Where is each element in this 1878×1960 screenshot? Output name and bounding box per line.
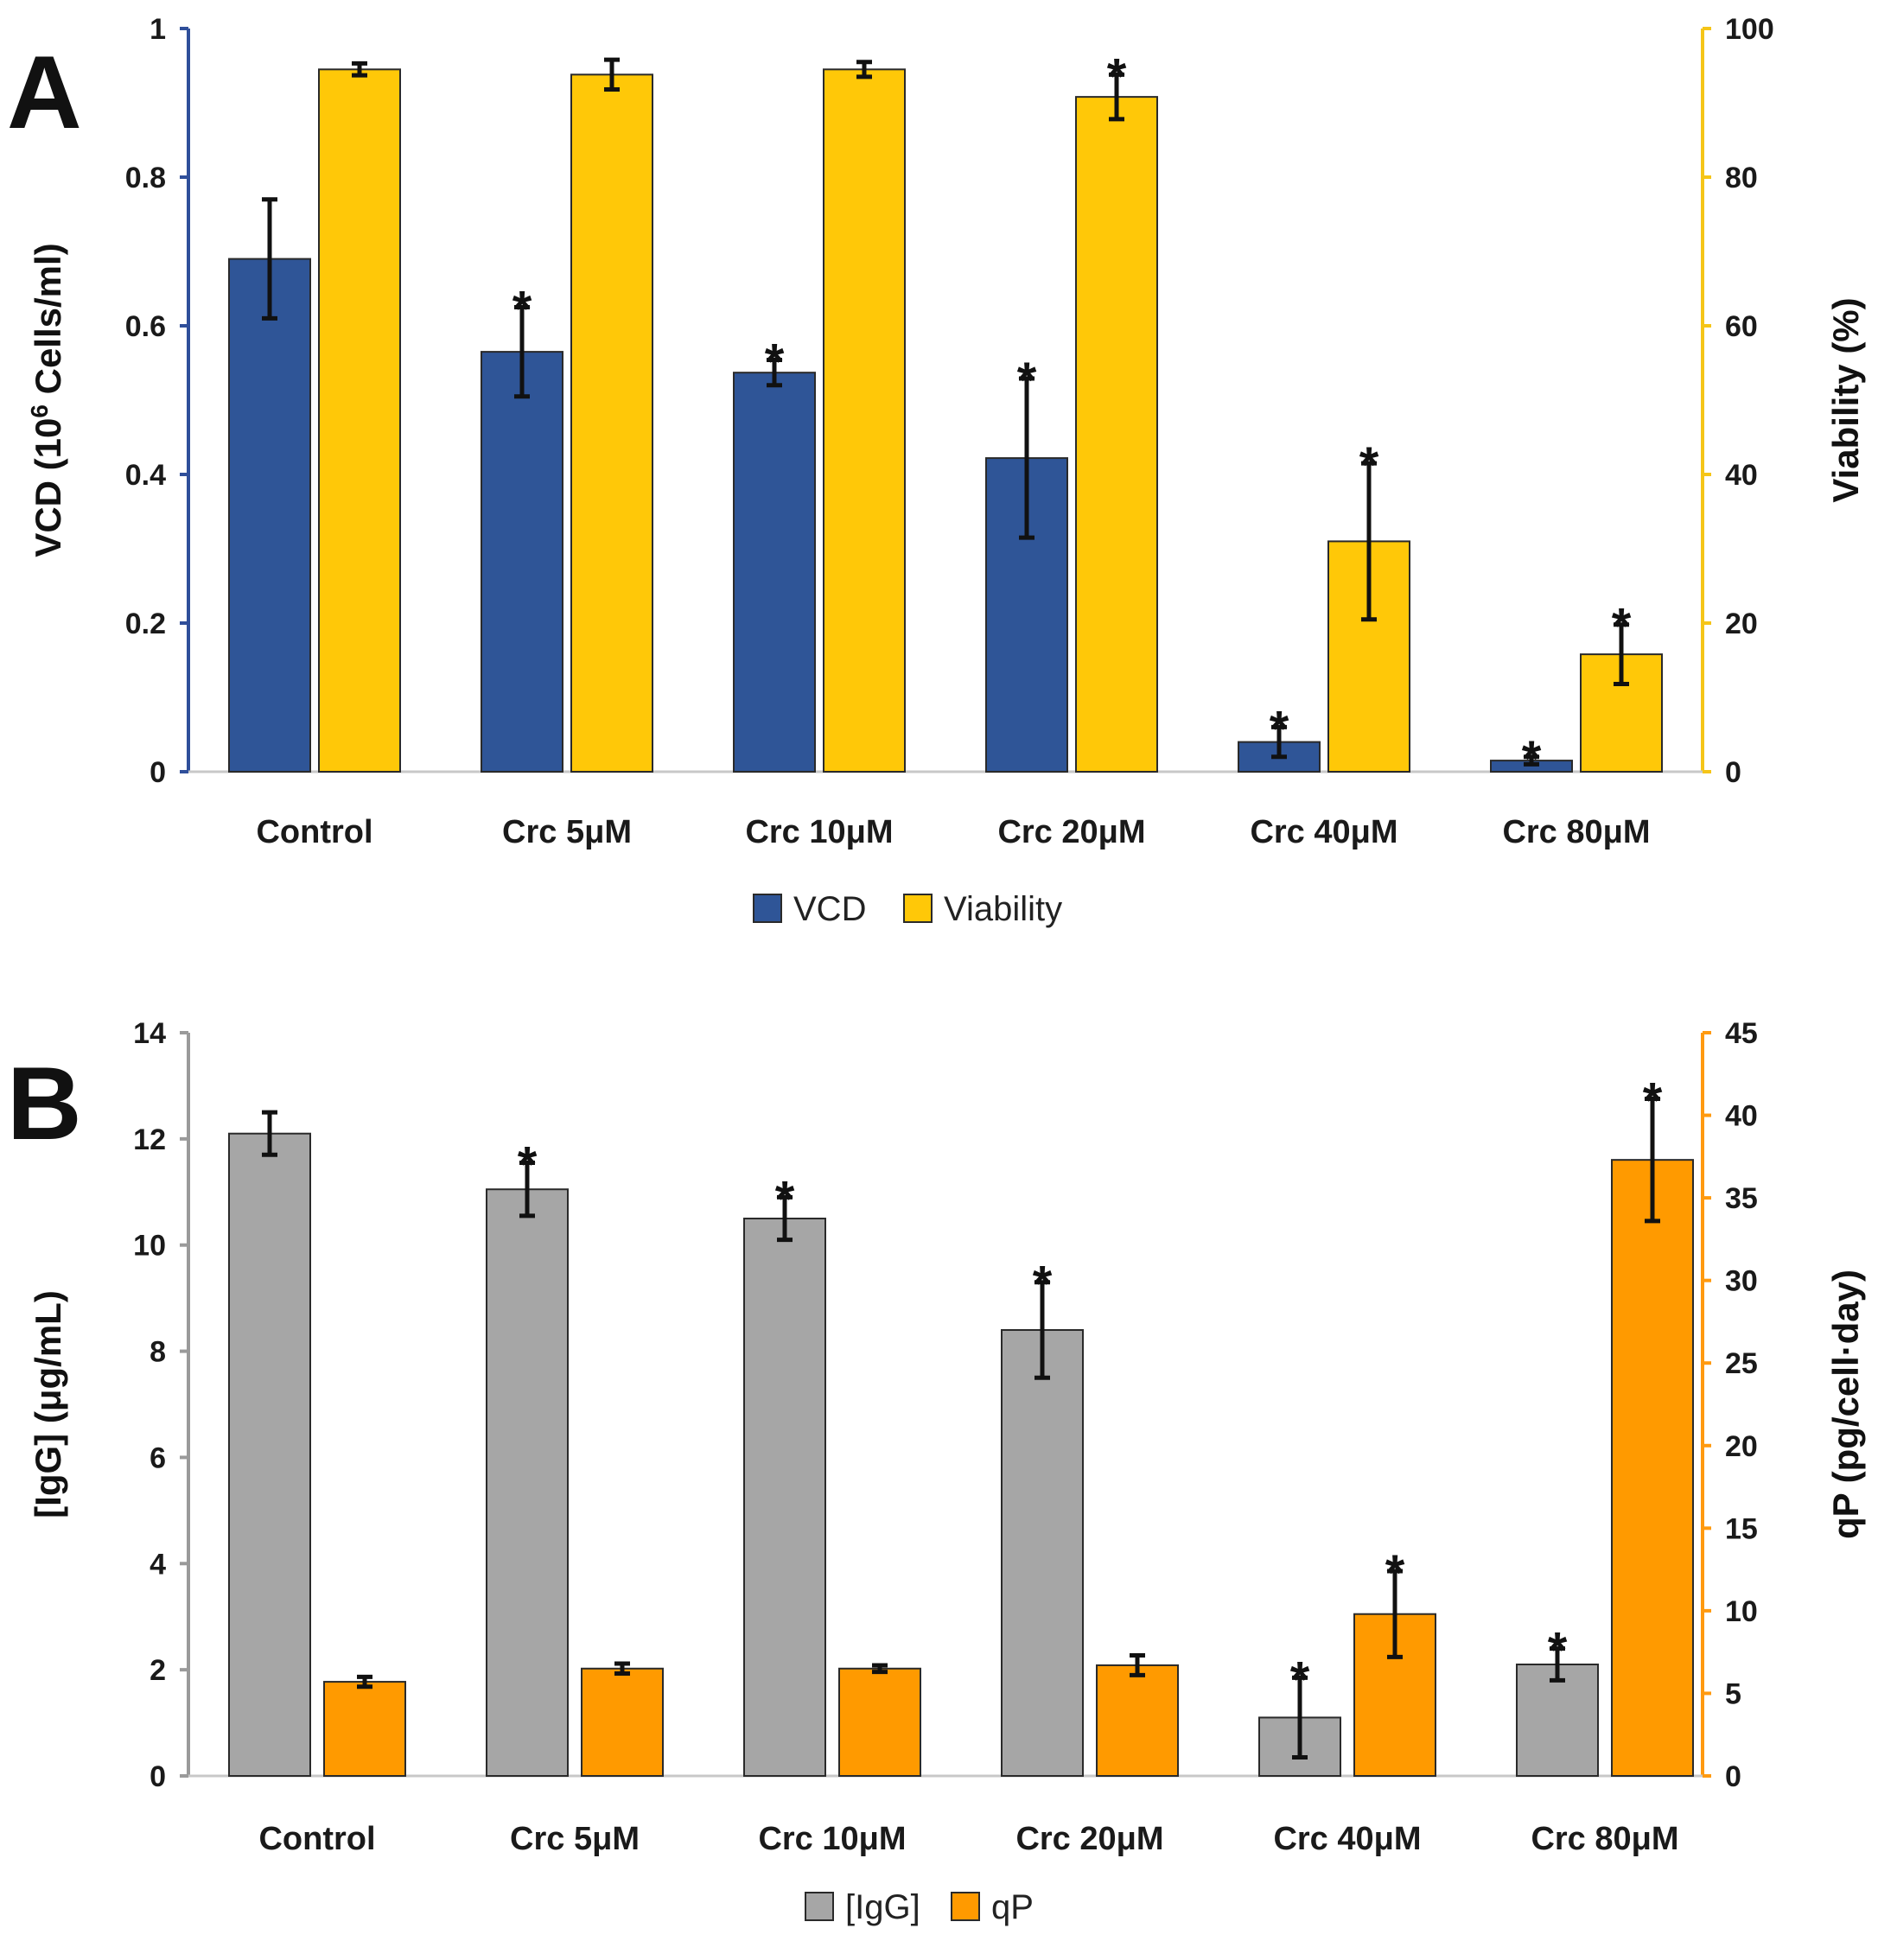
left-y-axis-title: [IgG] (μg/mL) bbox=[28, 1290, 68, 1518]
significance-asterisk: * bbox=[765, 334, 785, 391]
right-tick-label: 30 bbox=[1725, 1265, 1758, 1298]
left-tick-label: 12 bbox=[133, 1123, 166, 1156]
right-tick-label: 10 bbox=[1725, 1595, 1758, 1628]
legend-label: [IgG] bbox=[845, 1888, 920, 1926]
bar-qp bbox=[581, 1667, 664, 1778]
chart-panel-b: B 0 2 4 6 8 10 12 14 0 5 10 15 20 25 30 35 40 45 Control Crc… bbox=[7, 1017, 1866, 1926]
legend-label: qP bbox=[991, 1888, 1034, 1926]
legend-label: VCD bbox=[793, 890, 866, 928]
significance-asterisk: * bbox=[1359, 437, 1379, 493]
right-tick-label: 35 bbox=[1725, 1182, 1758, 1215]
right-tick-label: 20 bbox=[1725, 608, 1758, 640]
ylabel-main: VCD (10 bbox=[28, 418, 68, 557]
category-label: Crc 5μM bbox=[510, 1821, 640, 1857]
left-tick-label: 0.6 bbox=[125, 310, 166, 343]
significance-asterisk: * bbox=[1107, 48, 1127, 105]
left-tick-label: 2 bbox=[150, 1654, 166, 1687]
right-tick-label: 20 bbox=[1725, 1430, 1758, 1463]
right-y-axis-title: qP (pg/cell·day) bbox=[1825, 1270, 1866, 1539]
bar-vcd bbox=[733, 372, 816, 773]
bar-qp bbox=[1096, 1664, 1179, 1778]
right-tick-label: 100 bbox=[1725, 13, 1774, 46]
category-label: Crc 10μM bbox=[758, 1821, 906, 1857]
right-tick-label: 5 bbox=[1725, 1677, 1741, 1710]
left-tick-label: 14 bbox=[133, 1017, 166, 1050]
bar-igg bbox=[743, 1218, 826, 1777]
left-tick-label: 10 bbox=[133, 1230, 166, 1263]
legend: [IgG] qP bbox=[805, 1888, 1034, 1926]
right-y-axis-title: Viability (%) bbox=[1825, 297, 1866, 502]
right-tick-label: 60 bbox=[1725, 310, 1758, 343]
bar-viability bbox=[823, 68, 906, 773]
bar-vcd bbox=[985, 457, 1068, 773]
legend-label: Viability bbox=[944, 890, 1062, 928]
category-label: Crc 20μM bbox=[1015, 1821, 1163, 1857]
legend-swatch bbox=[753, 894, 782, 923]
panel-label: A bbox=[7, 35, 82, 150]
right-tick-label: 15 bbox=[1725, 1512, 1758, 1545]
category-label: Crc 40μM bbox=[1273, 1821, 1421, 1857]
right-tick-label: 40 bbox=[1725, 459, 1758, 492]
legend-swatch bbox=[805, 1892, 834, 1921]
right-tick-label: 80 bbox=[1725, 162, 1758, 194]
panel-label: B bbox=[7, 1046, 82, 1161]
legend-swatch bbox=[951, 1892, 980, 1921]
left-y-axis-title: VCD (106 Cells/ml) bbox=[26, 243, 69, 557]
category-label: Crc 5μM bbox=[502, 814, 632, 850]
bar-igg bbox=[1001, 1329, 1084, 1777]
left-tick-label: 0.2 bbox=[125, 608, 166, 640]
category-label: Control bbox=[258, 1821, 375, 1857]
significance-asterisk: * bbox=[1017, 353, 1037, 409]
significance-asterisk: * bbox=[512, 282, 532, 338]
left-tick-label: 0.4 bbox=[125, 459, 166, 492]
category-label: Crc 20μM bbox=[997, 814, 1145, 850]
chart-panel-a: A 0 0.2 0.4 0.6 0.8 1 0 20 40 60 80 100 Control Crc 5μ… bbox=[7, 13, 1866, 928]
category-label: Crc 40μM bbox=[1250, 814, 1397, 850]
significance-asterisk: * bbox=[1548, 1623, 1568, 1679]
bar-qp bbox=[1611, 1159, 1694, 1777]
left-tick-label: 1 bbox=[150, 13, 166, 46]
category-label: Control bbox=[256, 814, 372, 850]
left-tick-label: 0 bbox=[150, 1760, 166, 1793]
right-tick-label: 45 bbox=[1725, 1017, 1758, 1050]
left-tick-label: 6 bbox=[150, 1441, 166, 1474]
bar-viability bbox=[318, 68, 401, 773]
bar-igg bbox=[1516, 1664, 1599, 1777]
category-label: Crc 80μM bbox=[1502, 814, 1650, 850]
ylabel-superscript: 6 bbox=[26, 404, 53, 418]
significance-asterisk: * bbox=[518, 1137, 538, 1193]
bar-vcd bbox=[228, 258, 311, 773]
left-tick-label: 8 bbox=[150, 1336, 166, 1369]
right-tick-label: 40 bbox=[1725, 1100, 1758, 1133]
significance-asterisk: * bbox=[1612, 599, 1632, 655]
bar-igg bbox=[486, 1188, 569, 1777]
category-label: Crc 10μM bbox=[745, 814, 893, 850]
bar-vcd bbox=[481, 351, 563, 773]
left-tick-label: 4 bbox=[150, 1548, 166, 1581]
right-tick-label: 25 bbox=[1725, 1347, 1758, 1380]
bar-viability bbox=[570, 73, 653, 773]
right-tick-label: 0 bbox=[1725, 756, 1741, 789]
bar-qp bbox=[838, 1667, 921, 1778]
significance-asterisk: * bbox=[1522, 731, 1542, 787]
left-tick-label: 0.8 bbox=[125, 162, 166, 194]
bar-igg bbox=[228, 1132, 311, 1777]
significance-asterisk: * bbox=[1033, 1257, 1053, 1313]
significance-asterisk: * bbox=[1270, 701, 1289, 757]
legend-swatch bbox=[903, 894, 933, 923]
bar-qp bbox=[323, 1681, 406, 1777]
significance-asterisk: * bbox=[1290, 1651, 1310, 1708]
left-tick-label: 0 bbox=[150, 756, 166, 789]
legend: VCD Viability bbox=[753, 890, 1062, 928]
significance-asterisk: * bbox=[1385, 1545, 1405, 1601]
right-tick-label: 0 bbox=[1725, 1760, 1741, 1793]
category-label: Crc 80μM bbox=[1531, 1821, 1678, 1857]
significance-asterisk: * bbox=[1643, 1072, 1663, 1129]
bar-viability bbox=[1075, 96, 1158, 773]
ylabel-rest: Cells/ml) bbox=[28, 243, 68, 404]
significance-asterisk: * bbox=[775, 1171, 795, 1227]
